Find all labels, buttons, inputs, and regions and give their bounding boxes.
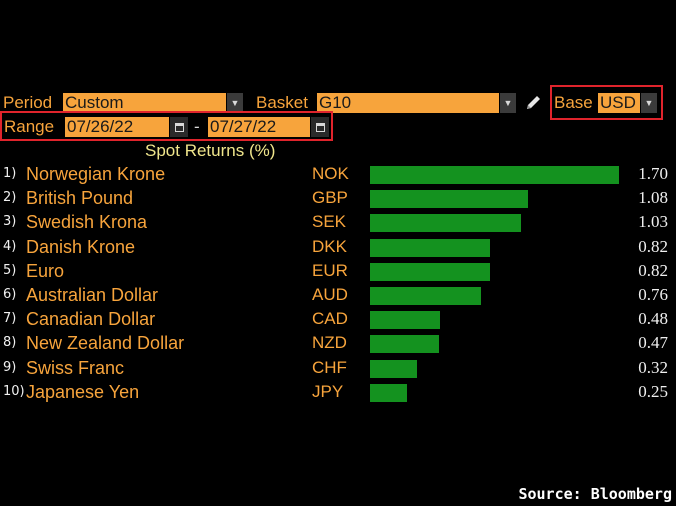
return-value: 0.82 [638, 260, 668, 280]
range-separator: - [194, 117, 200, 136]
currency-code: DKK [312, 236, 347, 256]
return-value: 0.76 [638, 285, 668, 304]
base-chevron-down-icon[interactable]: ▼ [641, 93, 657, 113]
row-rank: 1) [3, 166, 17, 181]
return-bar [370, 383, 407, 402]
row-rank: 2) [3, 190, 17, 206]
basket-label: Basket [256, 93, 308, 112]
pencil-icon[interactable] [522, 92, 544, 114]
return-bar [370, 262, 490, 281]
range-start-field[interactable]: 07/26/22 [65, 117, 169, 137]
currency-name: Norwegian Krone [26, 164, 166, 184]
table-row[interactable]: 10) Japanese Yen JPY 0.25 [0, 381, 676, 405]
table-row[interactable]: 8) New Zealand Dollar NZD 0.47 [0, 332, 676, 356]
range-end-field[interactable]: 07/27/22 [208, 117, 310, 137]
return-bar [370, 214, 521, 233]
base-label: Base [554, 93, 593, 112]
currency-code: EUR [312, 260, 348, 280]
table-row[interactable]: 3) Swedish Krona SEK 1.03 [0, 211, 676, 235]
currency-code: SEK [312, 212, 347, 232]
currency-code: JPY [312, 381, 344, 401]
currency-name: Canadian Dollar [26, 309, 156, 330]
table-row[interactable]: 5) Euro EUR 0.82 [0, 260, 676, 284]
currency-code: CAD [312, 309, 348, 329]
row-rank: 6) [3, 287, 17, 302]
range-label: Range [4, 117, 55, 136]
row-rank: 3) [3, 214, 17, 230]
currency-name: Japanese Yen [26, 381, 140, 402]
currency-name: New Zealand Dollar [26, 333, 185, 354]
currency-name: British Pound [26, 188, 134, 209]
return-bar [370, 190, 528, 209]
range-end-calendar-icon[interactable] [311, 117, 329, 137]
table-row[interactable]: 2) British Pound GBP 1.08 [0, 187, 676, 211]
return-value: 0.25 [638, 381, 668, 401]
table-row[interactable]: 7) Canadian Dollar CAD 0.48 [0, 308, 676, 332]
currency-code: AUD [312, 285, 348, 304]
currency-name: Australian Dollar [26, 285, 159, 305]
basket-chevron-down-icon[interactable]: ▼ [500, 93, 516, 113]
return-bar [370, 311, 440, 330]
range-start-calendar-icon[interactable] [170, 117, 188, 137]
return-value: 1.08 [638, 188, 668, 208]
currency-name: Danish Krone [26, 236, 136, 257]
currency-name: Swedish Krona [26, 212, 148, 233]
return-value: 0.82 [638, 236, 668, 256]
return-bar [370, 238, 490, 257]
source-label: Source: Bloomberg [518, 485, 672, 503]
row-rank: 4) [3, 238, 17, 254]
return-bar [370, 166, 619, 184]
currency-code: NOK [312, 164, 349, 183]
currency-code: NZD [312, 333, 347, 353]
row-rank: 9) [3, 359, 17, 375]
return-value: 0.48 [638, 309, 668, 329]
period-chevron-down-icon[interactable]: ▼ [227, 93, 243, 113]
return-value: 0.32 [638, 357, 668, 377]
table-row[interactable]: 6) Australian Dollar AUD 0.76 [0, 284, 676, 308]
return-value: 0.47 [638, 333, 668, 353]
basket-dropdown[interactable]: G10 [317, 93, 499, 113]
period-label: Period [3, 93, 53, 112]
return-bar [370, 335, 439, 354]
table-row[interactable]: 1) Norwegian Krone NOK 1.70 [0, 163, 676, 187]
range-highlight-box [0, 111, 333, 141]
row-rank: 5) [3, 262, 17, 278]
row-rank: 8) [3, 335, 17, 351]
period-dropdown[interactable]: Custom [63, 93, 226, 113]
currency-name: Swiss Franc [26, 357, 125, 378]
return-bar [370, 359, 417, 378]
row-rank: 7) [3, 311, 17, 327]
return-bar [370, 287, 481, 305]
base-dropdown[interactable]: USD [598, 93, 640, 113]
currency-name: Euro [26, 260, 65, 281]
row-rank: 10) [3, 383, 25, 399]
return-value: 1.70 [638, 164, 668, 183]
return-value: 1.03 [638, 212, 668, 232]
table-title: Spot Returns (%) [145, 141, 276, 160]
currency-code: CHF [312, 357, 347, 377]
currency-code: GBP [312, 188, 348, 208]
table-row[interactable]: 4) Danish Krone DKK 0.82 [0, 236, 676, 260]
base-highlight-box [550, 85, 663, 120]
table-row[interactable]: 9) Swiss Franc CHF 0.32 [0, 357, 676, 381]
